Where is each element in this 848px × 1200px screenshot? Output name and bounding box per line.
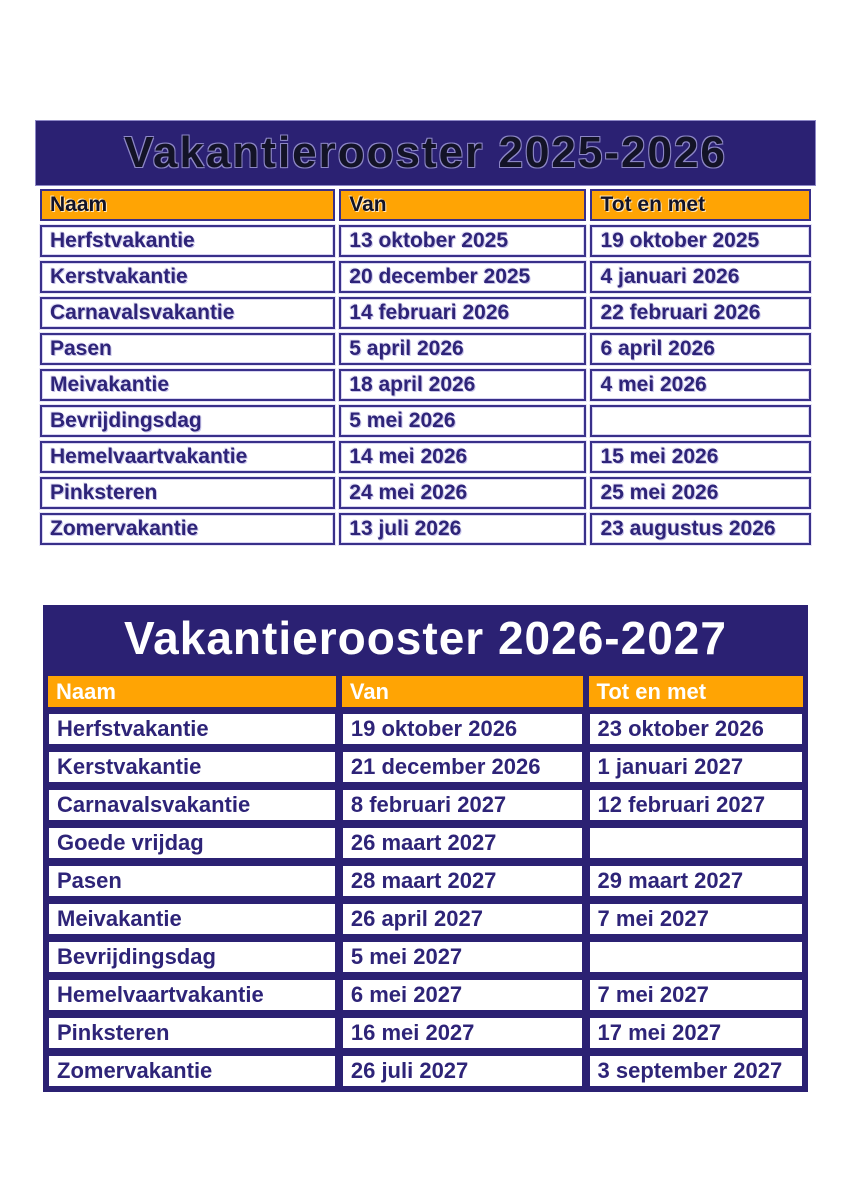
table-cell: 12 februari 2027: [587, 788, 804, 822]
table-cell: 7 mei 2027: [587, 902, 804, 936]
table-row: Hemelvaartvakantie 6 mei 2027 7 mei 2027: [47, 978, 804, 1012]
header-row: Naam Van Tot en met: [40, 189, 811, 221]
column-header-naam: Naam: [47, 675, 337, 708]
schedule-table: Naam Van Tot en met Herfstvakantie 19 okt…: [43, 671, 808, 1092]
table-cell: Bevrijdingsdag: [40, 405, 336, 437]
table-cell: 25 mei 2026: [590, 477, 811, 509]
column-header-van: Van: [340, 675, 584, 708]
table-cell: [590, 405, 811, 437]
table-cell: 18 april 2026: [339, 369, 587, 401]
table-cell: 7 mei 2027: [587, 978, 804, 1012]
table-cell: 5 mei 2027: [340, 940, 584, 974]
table-cell: Herfstvakantie: [47, 712, 337, 746]
schedule-table: Naam Van Tot en met Herfstvakantie 13 okt…: [36, 185, 815, 549]
table-row: Bevrijdingsdag 5 mei 2026: [40, 405, 811, 437]
table-row: Carnavalsvakantie 14 februari 2026 22 febr…: [40, 297, 811, 329]
table-cell: Zomervakantie: [47, 1054, 337, 1088]
table-cell: 23 oktober 2026: [587, 712, 804, 746]
table-row: Zomervakantie 26 juli 2027 3 september 202…: [47, 1054, 804, 1088]
table-cell: 26 juli 2027: [340, 1054, 584, 1088]
table-cell: Goede vrijdag: [47, 826, 337, 860]
table-cell: 5 mei 2026: [339, 405, 587, 437]
table-cell: Meivakantie: [47, 902, 337, 936]
table-cell: 20 december 2025: [339, 261, 587, 293]
table-cell: 6 mei 2027: [340, 978, 584, 1012]
table-cell: 8 februari 2027: [340, 788, 584, 822]
column-header-van: Van: [339, 189, 587, 221]
table-cell: Carnavalsvakantie: [40, 297, 336, 329]
table-cell: 26 april 2027: [340, 902, 584, 936]
table-cell: Zomervakantie: [40, 513, 336, 545]
table-cell: 6 april 2026: [590, 333, 811, 365]
header-row: Naam Van Tot en met: [47, 675, 804, 708]
table-row: Bevrijdingsdag 5 mei 2027: [47, 940, 804, 974]
table-cell: 14 februari 2026: [339, 297, 587, 329]
table-row: Pasen 28 maart 2027 29 maart 2027: [47, 864, 804, 898]
table-title-bar: Vakantierooster 2026-2027: [43, 605, 808, 671]
table-row: Kerstvakantie 20 december 2025 4 januari 2…: [40, 261, 811, 293]
table-cell: Hemelvaartvakantie: [40, 441, 336, 473]
table-row: Herfstvakantie 19 oktober 2026 23 oktober …: [47, 712, 804, 746]
vacation-table-2026-2027: Vakantierooster 2026-2027 Naam Van Tot e…: [36, 598, 815, 1099]
table-cell: Pinksteren: [40, 477, 336, 509]
table-cell: 3 september 2027: [587, 1054, 804, 1088]
table-cell: 24 mei 2026: [339, 477, 587, 509]
table-row: Meivakantie 18 april 2026 4 mei 2026: [40, 369, 811, 401]
table-cell: 19 oktober 2025: [590, 225, 811, 257]
table-cell: 1 januari 2027: [587, 750, 804, 784]
table-cell: [587, 826, 804, 860]
table-title: Vakantierooster 2026-2027: [124, 612, 727, 664]
table-cell: 26 maart 2027: [340, 826, 584, 860]
table-row: Goede vrijdag 26 maart 2027: [47, 826, 804, 860]
table-cell: Kerstvakantie: [40, 261, 336, 293]
table-cell: 4 januari 2026: [590, 261, 811, 293]
table-cell: 23 augustus 2026: [590, 513, 811, 545]
table-cell: Bevrijdingsdag: [47, 940, 337, 974]
table-cell: [587, 940, 804, 974]
table-title: Vakantierooster 2025-2026: [124, 128, 727, 177]
table-row: Pinksteren 24 mei 2026 25 mei 2026: [40, 477, 811, 509]
table-cell: 16 mei 2027: [340, 1016, 584, 1050]
table-row: Hemelvaartvakantie 14 mei 2026 15 mei 2026: [40, 441, 811, 473]
table-title-bar: Vakantierooster 2025-2026: [36, 121, 815, 185]
table-cell: Pasen: [47, 864, 337, 898]
table-cell: Meivakantie: [40, 369, 336, 401]
table-cell: 21 december 2026: [340, 750, 584, 784]
table-row: Meivakantie 26 april 2027 7 mei 2027: [47, 902, 804, 936]
table-cell: 19 oktober 2026: [340, 712, 584, 746]
table-cell: 22 februari 2026: [590, 297, 811, 329]
table-cell: Herfstvakantie: [40, 225, 336, 257]
table-cell: 13 oktober 2025: [339, 225, 587, 257]
table-cell: 5 april 2026: [339, 333, 587, 365]
table-cell: Hemelvaartvakantie: [47, 978, 337, 1012]
table-cell: 28 maart 2027: [340, 864, 584, 898]
table-cell: 17 mei 2027: [587, 1016, 804, 1050]
column-header-tot-en-met: Tot en met: [590, 189, 811, 221]
table-cell: 15 mei 2026: [590, 441, 811, 473]
table-cell: 13 juli 2026: [339, 513, 587, 545]
column-header-tot-en-met: Tot en met: [587, 675, 804, 708]
table-row: Pasen 5 april 2026 6 april 2026: [40, 333, 811, 365]
table-cell: 14 mei 2026: [339, 441, 587, 473]
table-row: Zomervakantie 13 juli 2026 23 augustus 202…: [40, 513, 811, 545]
table-row: Herfstvakantie 13 oktober 2025 19 oktober …: [40, 225, 811, 257]
table-cell: Pasen: [40, 333, 336, 365]
table-row: Carnavalsvakantie 8 februari 2027 12 febru…: [47, 788, 804, 822]
table-row: Kerstvakantie 21 december 2026 1 januari 2…: [47, 750, 804, 784]
vacation-table-2025-2026: Vakantierooster 2025-2026 Naam Van Tot e…: [36, 121, 815, 549]
table-panel: Vakantierooster 2026-2027 Naam Van Tot e…: [43, 605, 808, 1092]
table-row: Pinksteren 16 mei 2027 17 mei 2027: [47, 1016, 804, 1050]
table-cell: 4 mei 2026: [590, 369, 811, 401]
table-cell: 29 maart 2027: [587, 864, 804, 898]
column-header-naam: Naam: [40, 189, 336, 221]
table-cell: Carnavalsvakantie: [47, 788, 337, 822]
table-cell: Kerstvakantie: [47, 750, 337, 784]
table-cell: Pinksteren: [47, 1016, 337, 1050]
